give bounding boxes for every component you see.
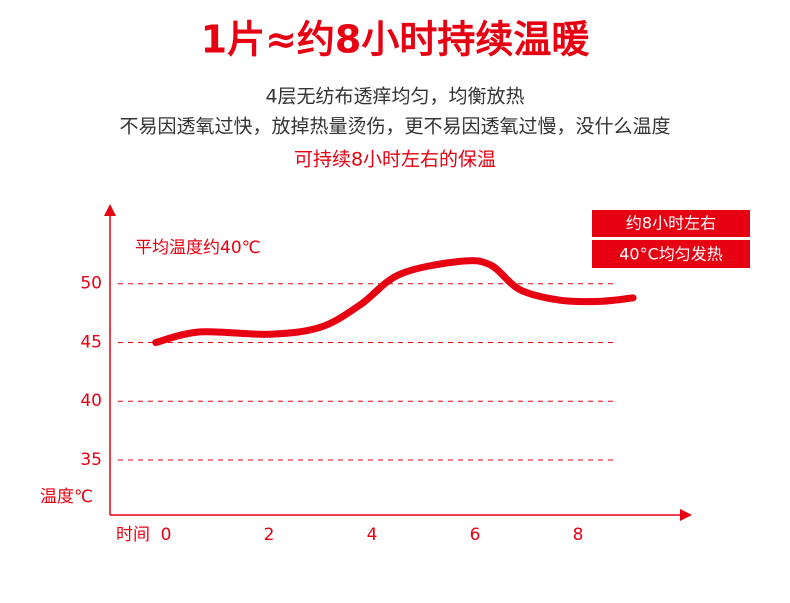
subtitle: 4层无纺布透痒均匀，均衡放热 [265,86,524,108]
y-tick-label: 35 [80,450,102,470]
x-tick-label: 2 [264,525,275,545]
subtitle: 可持续8小时左右的保温 [294,149,496,171]
badge [592,210,750,237]
badge-text: 40°C均匀发热 [619,245,723,264]
y-tick-label: 40 [80,391,102,411]
badge [592,240,750,268]
x-tick-label: 4 [367,525,378,545]
y-axis-label: 温度℃ [40,487,93,507]
annotation: 平均温度约40℃ [135,238,261,258]
line [152,257,637,346]
x-tick-label: 8 [573,525,584,545]
badge-text: 约8小时左右 [626,214,716,233]
chart-title: 1片≈约8小时持续温暖 [201,18,591,62]
x-axis-arrow [680,509,692,521]
y-axis-arrow [104,204,116,216]
y-tick-label: 45 [80,332,102,352]
x-tick-label: 6 [470,525,481,545]
y-tick-label: 50 [80,274,102,294]
subtitle: 不易因透氧过快，放掉热量烫伤，更不易因透氧过慢，没什么温度 [119,116,670,138]
x-axis-label: 时间 [116,525,150,545]
x-tick-label: 0 [161,525,172,545]
